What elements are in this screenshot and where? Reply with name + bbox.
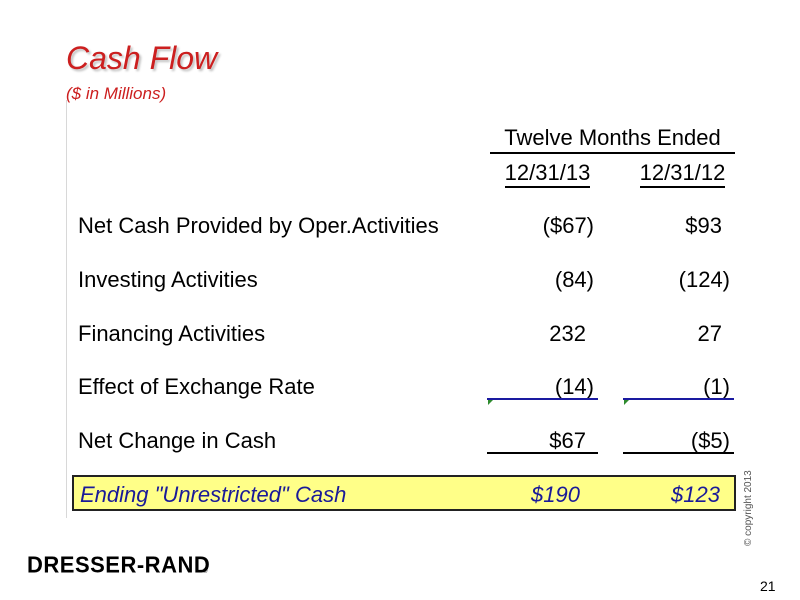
total-underline-2012 — [623, 452, 734, 454]
ending-cash-value-2012: $123 — [671, 482, 720, 507]
row-value-financing-2013: 232 — [549, 321, 586, 346]
ending-cash-highlight-box — [72, 475, 736, 511]
green-tick-icon — [488, 400, 493, 405]
copyright-notice: © copyright 2013 — [743, 470, 754, 546]
row-label-operating: Net Cash Provided by Oper.Activities — [78, 213, 439, 238]
row-value-operating-2013: ($67) — [542, 213, 594, 238]
green-tick-icon — [624, 400, 629, 405]
registered-mark: ® — [203, 569, 208, 575]
company-logo: DRESSER-RAND — [27, 551, 211, 578]
ending-cash-label: Ending "Unrestricted" Cash — [80, 482, 347, 507]
row-value-exchange-2012: (1) — [703, 374, 730, 399]
row-label-investing: Investing Activities — [78, 267, 258, 292]
subtotal-underline-2012 — [623, 398, 734, 400]
row-value-investing-2013: (84) — [554, 267, 594, 292]
page-number: 21 — [760, 578, 776, 594]
row-value-operating-2012: $93 — [685, 213, 722, 238]
total-underline-2013 — [487, 452, 598, 454]
row-label-financing: Financing Activities — [78, 321, 266, 346]
row-value-financing-2012: 27 — [697, 321, 722, 346]
ending-cash-value-2013: $190 — [531, 482, 580, 507]
slide-subtitle: ($ in Millions) — [66, 84, 167, 103]
subtotal-underline-2013 — [487, 398, 598, 400]
row-value-investing-2012: (124) — [678, 267, 730, 292]
row-label-net-change: Net Change in Cash — [78, 428, 277, 453]
slide-title: Cash Flow — [66, 40, 218, 76]
row-value-net-change-2012: ($5) — [690, 428, 730, 453]
column-header-2013: 12/31/13 — [495, 160, 600, 188]
period-header: Twelve Months Ended — [490, 125, 735, 154]
left-divider-line — [66, 100, 67, 518]
row-label-exchange-rate: Effect of Exchange Rate — [78, 374, 315, 399]
column-header-2013-text: 12/31/13 — [504, 160, 591, 188]
row-value-net-change-2013: $67 — [549, 428, 586, 453]
column-header-2012-text: 12/31/12 — [639, 160, 726, 188]
row-value-exchange-2013: (14) — [554, 374, 594, 399]
column-header-2012: 12/31/12 — [630, 160, 735, 188]
